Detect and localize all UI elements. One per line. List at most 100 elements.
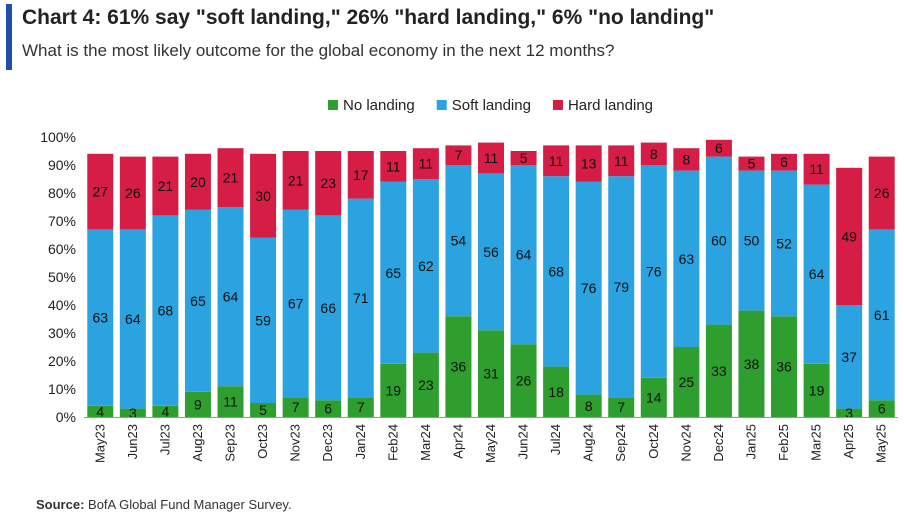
data-label-hard-landing: 11 [484, 150, 499, 166]
data-label-soft-landing: 79 [613, 279, 629, 295]
data-label-no-landing: 25 [679, 374, 695, 390]
x-tick-label: Sep23 [223, 424, 238, 462]
data-label-no-landing: 23 [418, 377, 434, 393]
bar-no-landing [640, 377, 667, 417]
data-label-no-landing: 36 [776, 359, 792, 375]
bar-hard-landing [640, 142, 667, 165]
bar-no-landing [738, 310, 765, 417]
legend-swatch-hard-landing [552, 100, 563, 110]
data-label-no-landing: 4 [96, 403, 104, 419]
data-label-soft-landing: 65 [190, 293, 206, 309]
x-tick-label: Oct23 [255, 424, 270, 459]
bar-no-landing [803, 363, 830, 417]
x-tick-label: Jan25 [743, 424, 758, 459]
data-label-no-landing: 8 [585, 398, 593, 414]
bar-hard-landing [119, 156, 146, 230]
data-label-no-landing: 19 [809, 382, 825, 398]
bar-soft-landing [119, 229, 146, 409]
data-label-soft-landing: 68 [548, 263, 564, 279]
data-label-soft-landing: 66 [320, 300, 336, 316]
bar-soft-landing [282, 209, 309, 398]
x-tick-label: Feb25 [776, 424, 791, 461]
data-label-soft-landing: 64 [516, 247, 532, 263]
bar-no-landing [510, 344, 537, 417]
bar-soft-landing [510, 165, 537, 345]
bar-hard-landing [347, 151, 374, 199]
legend-label-soft-landing: Soft landing [452, 97, 531, 114]
data-label-hard-landing: 49 [841, 228, 857, 244]
bar-no-landing [152, 405, 179, 417]
y-tick-label: 100% [40, 129, 76, 145]
bar-soft-landing [738, 170, 765, 311]
data-label-soft-landing: 64 [125, 311, 141, 327]
bar-no-landing [478, 330, 504, 417]
bar-soft-landing [575, 181, 602, 395]
y-tick-label: 20% [48, 353, 76, 369]
data-label-soft-landing: 71 [353, 290, 369, 306]
y-tick-label: 60% [48, 241, 76, 257]
data-label-hard-landing: 11 [419, 156, 434, 172]
x-tick-label: Jun24 [516, 424, 531, 459]
bar-no-landing [868, 400, 895, 417]
data-label-hard-landing: 5 [748, 156, 756, 172]
x-tick-label: Nov24 [678, 424, 693, 462]
bar-no-landing [282, 397, 309, 417]
bar-hard-landing [380, 151, 407, 182]
bar-soft-landing [868, 229, 895, 401]
chart-title: Chart 4: 61% say "soft landing," 26% "ha… [22, 6, 715, 29]
bar-no-landing [673, 347, 700, 417]
data-label-soft-landing: 76 [646, 263, 662, 279]
data-label-no-landing: 11 [223, 394, 238, 410]
bar-no-landing [380, 363, 407, 417]
x-tick-label: Aug24 [581, 424, 596, 462]
y-tick-label: 40% [48, 297, 76, 313]
bar-hard-landing [836, 167, 863, 305]
data-label-hard-landing: 8 [682, 151, 690, 167]
x-tick-label: Apr24 [450, 424, 465, 459]
source-label: Source: [36, 497, 85, 512]
data-label-no-landing: 14 [646, 389, 662, 405]
x-tick-label: May23 [92, 424, 107, 463]
data-label-no-landing: 36 [451, 359, 467, 375]
bar-no-landing [575, 394, 602, 417]
y-tick-label: 0% [56, 409, 76, 425]
data-label-no-landing: 18 [548, 384, 564, 400]
bar-soft-landing [640, 165, 667, 378]
data-label-soft-landing: 65 [386, 265, 402, 281]
data-label-no-landing: 26 [516, 373, 532, 389]
bar-hard-landing [771, 153, 798, 171]
bar-no-landing [87, 405, 114, 417]
x-tick-label: Jul23 [157, 424, 172, 455]
x-tick-label: Aug23 [190, 424, 205, 462]
x-tick-label: Sep24 [613, 424, 628, 462]
data-label-soft-landing: 56 [483, 244, 499, 260]
bar-no-landing [347, 397, 374, 417]
bar-hard-landing [608, 145, 635, 177]
bar-hard-landing [705, 139, 732, 157]
bar-no-landing [184, 391, 211, 417]
bar-hard-landing [575, 145, 602, 182]
bar-hard-landing [478, 142, 504, 174]
bar-hard-landing [803, 153, 830, 185]
data-label-no-landing: 7 [357, 399, 365, 415]
data-label-hard-landing: 27 [92, 184, 108, 200]
bar-soft-landing [478, 173, 504, 331]
data-label-no-landing: 6 [324, 401, 332, 417]
data-label-soft-landing: 52 [776, 235, 792, 251]
bar-soft-landing [87, 229, 114, 406]
data-label-hard-landing: 6 [715, 140, 723, 156]
bar-hard-landing [87, 153, 114, 230]
bar-no-landing [445, 316, 472, 417]
data-label-soft-landing: 61 [874, 307, 890, 323]
y-tick-label: 70% [48, 213, 76, 229]
bar-hard-landing [738, 156, 765, 171]
x-tick-label: Jun23 [125, 424, 140, 459]
data-label-soft-landing: 50 [744, 233, 760, 249]
data-label-no-landing: 31 [483, 366, 499, 382]
data-label-no-landing: 19 [386, 382, 402, 398]
bar-soft-landing [836, 305, 863, 409]
bar-soft-landing [250, 237, 277, 403]
bar-soft-landing [673, 170, 700, 347]
bar-hard-landing [217, 148, 244, 207]
